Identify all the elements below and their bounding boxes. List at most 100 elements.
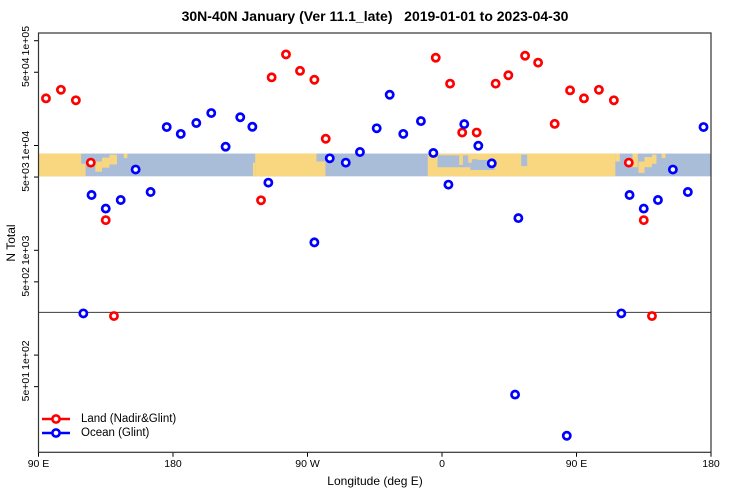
data-point-ocean [355, 147, 365, 157]
map-band-land [638, 161, 645, 173]
data-point-ocean [667, 164, 678, 175]
data-point-ocean [398, 128, 409, 139]
map-band-land [38, 153, 82, 177]
data-point-land [281, 49, 291, 60]
legend: Land (Nadir&Glint) Ocean (Glint) [40, 412, 176, 440]
data-point-ocean [115, 195, 126, 205]
map-band-land [651, 154, 657, 164]
x-tick-label: 90 E [28, 458, 50, 470]
data-point-ocean [324, 153, 335, 164]
map-band-land [477, 153, 496, 160]
data-point-land [623, 157, 634, 168]
data-point-ocean [100, 203, 111, 214]
data-point-land [457, 127, 468, 138]
data-point-land [55, 84, 66, 95]
data-point-land [430, 52, 441, 63]
data-point-ocean [235, 112, 246, 123]
data-point-ocean [161, 122, 172, 132]
data-point-land [608, 95, 619, 106]
data-point-ocean [309, 237, 320, 248]
map-band-land [316, 161, 326, 177]
data-point-land [638, 215, 649, 226]
map-band-land [252, 162, 256, 177]
data-point-ocean [513, 213, 524, 224]
data-point-ocean [78, 308, 89, 319]
map-band-sea [437, 155, 471, 168]
data-point-ocean [86, 190, 97, 200]
x-tick-label: 180 [164, 458, 182, 470]
data-point-land [593, 84, 604, 95]
data-point-land [471, 127, 482, 138]
data-point-land [565, 85, 576, 96]
data-point-land [70, 95, 81, 106]
data-point-ocean [340, 157, 351, 168]
data-point-ocean [220, 141, 231, 152]
data-point-land [549, 118, 560, 129]
data-point-land [109, 311, 119, 321]
plot-border [37, 32, 712, 453]
data-point-ocean [682, 187, 693, 197]
data-point-land [309, 74, 320, 85]
data-point-land [647, 311, 657, 321]
map-band-land [661, 153, 666, 159]
data-point-ocean [638, 203, 649, 214]
y-tick-label: 5e+01 [20, 372, 32, 402]
data-point-ocean [698, 122, 709, 132]
map-band-land [123, 153, 128, 159]
data-point-ocean [616, 308, 627, 319]
map-band-land [95, 161, 103, 172]
x-axis-title: Longitude (deg E) [327, 474, 423, 488]
x-tick-label: 90 E [566, 458, 588, 470]
map-band-sea [521, 154, 528, 167]
x-tick-label: 90 W [295, 458, 320, 470]
data-point-land [579, 93, 589, 104]
map-band-sea [470, 159, 495, 170]
map-band-land [615, 153, 620, 162]
legend-item-land: Land (Nadir&Glint) [40, 412, 176, 426]
x-tick-label: 0 [439, 458, 445, 470]
map-band-land [109, 154, 117, 165]
data-point-land [503, 70, 514, 81]
data-point-land [100, 215, 111, 226]
data-point-ocean [459, 119, 470, 130]
map-band-land [102, 157, 110, 168]
legend-label-ocean: Ocean (Glint) [81, 427, 150, 439]
data-point-land [445, 78, 456, 89]
data-point-ocean [247, 121, 258, 132]
data-point-ocean [384, 89, 395, 100]
data-point-ocean [428, 148, 439, 158]
data-point-ocean [130, 164, 141, 175]
data-point-land [295, 65, 305, 76]
chart-title: 30N-40N January (Ver 11.1_late) 2019-01-… [181, 8, 569, 24]
y-tick-label: 5e+04 [20, 57, 32, 87]
data-point-land [490, 78, 501, 89]
y-tick-label: 5e+02 [20, 267, 32, 297]
data-point-land [320, 133, 331, 144]
legend-label-land: Land (Nadir&Glint) [81, 413, 177, 425]
data-point-ocean [145, 187, 156, 197]
map-band-land [459, 155, 463, 165]
data-point-land [41, 93, 51, 104]
map-band-land [468, 154, 472, 163]
legend-item-ocean: Ocean (Glint) [40, 426, 176, 440]
map-band-land [632, 153, 638, 168]
ocean-series-symbol-icon [42, 428, 70, 438]
data-point-ocean [486, 158, 497, 169]
data-point-land [266, 72, 277, 83]
data-point-land [520, 50, 531, 61]
map-band-land [255, 153, 317, 177]
data-point-ocean [415, 116, 426, 127]
map-band-land [81, 163, 86, 177]
data-point-ocean [371, 123, 382, 134]
data-point-ocean [175, 128, 186, 139]
y-tick-label: 5e+03 [20, 162, 32, 192]
data-point-ocean [263, 177, 274, 188]
data-point-ocean [191, 118, 202, 128]
data-point-land [533, 57, 544, 68]
x-tick-label: 180 [702, 458, 720, 470]
y-tick-label: 1e+02 [20, 340, 32, 370]
data-point-ocean [652, 195, 663, 205]
y-tick-label: 1e+05 [20, 26, 32, 56]
